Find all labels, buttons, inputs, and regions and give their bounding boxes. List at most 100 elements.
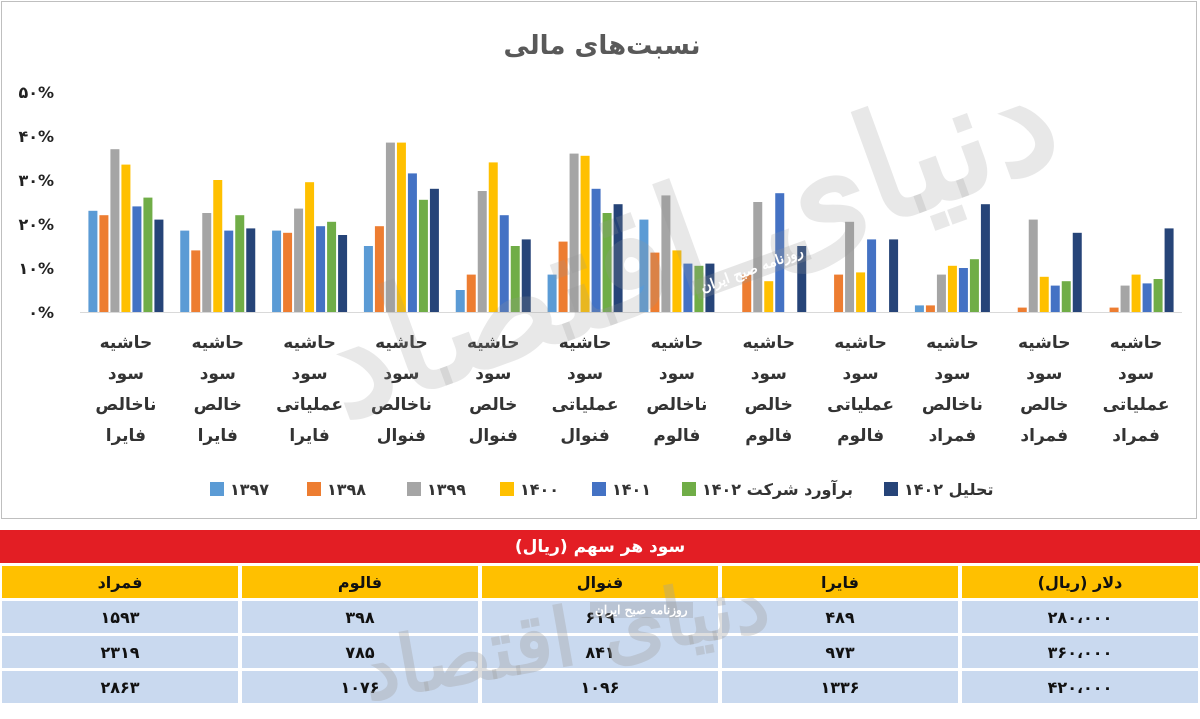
x-category-label: حاشیه سود خالص فنوال <box>467 333 520 446</box>
bar <box>305 182 315 312</box>
bar <box>191 250 201 312</box>
table-header-row: دلار (ریال) فایرا فنوال فالوم فمراد <box>0 566 1200 598</box>
legend-label: ۱۳۹۸ <box>327 480 366 499</box>
header-cell: دلار (ریال) <box>962 566 1198 598</box>
x-axis-labels: حاشیه سود ناخالص فایرا حاشیه سود خالص فایرا حاشی… <box>95 333 1169 446</box>
bar <box>569 153 579 312</box>
bar <box>213 180 223 312</box>
legend-swatch <box>884 482 898 496</box>
bar <box>488 162 498 312</box>
bar <box>1153 279 1163 312</box>
bar <box>845 221 855 312</box>
bar <box>224 230 234 312</box>
legend-swatch <box>592 482 606 496</box>
bar <box>235 215 245 312</box>
table-row: ۲۸۰،۰۰۰ ۴۸۹ ۶۱۹ ۳۹۸ ۱۵۹۳ <box>0 601 1200 633</box>
table-cell: ۲۸۶۳ <box>2 671 238 703</box>
table-cell: ۳۶۰،۰۰۰ <box>962 636 1198 668</box>
bar <box>889 239 899 312</box>
bar <box>705 263 715 312</box>
bars-group <box>88 142 1174 312</box>
table-cell: ۴۲۰،۰۰۰ <box>962 671 1198 703</box>
bar <box>466 274 476 312</box>
bar <box>856 272 866 312</box>
bar <box>88 210 98 312</box>
y-tick-label: ۰% <box>28 303 54 322</box>
legend: ۱۳۹۷ ۱۳۹۸ ۱۳۹۹ ۱۴۰۰ ۱۴۰۱ برآورد شرکت ۱۴۰۲ تحلی… <box>210 479 994 499</box>
bar <box>613 204 623 312</box>
bar <box>753 202 763 312</box>
bar <box>925 305 935 312</box>
bar <box>797 246 807 312</box>
bar <box>639 219 649 312</box>
bar <box>980 204 990 312</box>
bar <box>132 206 142 312</box>
bar <box>418 199 428 312</box>
bar <box>936 274 946 312</box>
x-category-label: حاشیه سود خالص فایرا <box>191 333 244 446</box>
bar <box>661 195 671 312</box>
x-category-label: حاشیه سود ناخالص فنوال <box>371 333 432 446</box>
x-category-label: حاشیه سود ناخالص فالوم <box>646 333 707 446</box>
y-tick-label: ۱۰% <box>18 259 54 278</box>
legend-swatch <box>407 482 421 496</box>
bar <box>99 215 109 312</box>
bar <box>180 230 190 312</box>
bar <box>694 265 704 312</box>
header-cell: فنوال <box>482 566 718 598</box>
bar <box>1120 285 1130 312</box>
table-cell: ۸۴۱ <box>482 636 718 668</box>
chart-panel: نسبت‌های مالی ۰% ۱۰% ۲۰% ۳۰% ۴۰% ۵۰% حاشیه سود… <box>1 1 1197 519</box>
table-cell: ۴۸۹ <box>722 601 958 633</box>
table-cell: ۱۰۷۶ <box>242 671 478 703</box>
bar <box>947 265 957 312</box>
bar <box>294 208 304 312</box>
legend-swatch <box>682 482 696 496</box>
x-category-label: حاشیه سود ناخالص فمراد <box>922 333 983 446</box>
bar <box>602 213 612 312</box>
bar <box>1061 281 1071 312</box>
bar <box>672 250 682 312</box>
bar <box>499 215 509 312</box>
bar <box>650 252 660 312</box>
bar <box>521 239 531 312</box>
table-cell: ۳۹۸ <box>242 601 478 633</box>
bar <box>143 197 153 312</box>
bar <box>316 226 326 312</box>
x-category-label: حاشیه سود عملیاتی فنوال <box>552 333 619 446</box>
x-category-label: حاشیه سود خالص فمراد <box>1018 333 1071 446</box>
legend-label: برآورد شرکت ۱۴۰۲ <box>702 479 853 499</box>
table-cell: ۱۵۹۳ <box>2 601 238 633</box>
bar <box>455 290 465 312</box>
bar <box>363 246 373 312</box>
table-cell: ۲۳۱۹ <box>2 636 238 668</box>
legend-label: تحلیل ۱۴۰۲ <box>904 480 994 499</box>
table-cell: ۱۳۳۶ <box>722 671 958 703</box>
chart-svg: نسبت‌های مالی ۰% ۱۰% ۲۰% ۳۰% ۴۰% ۵۰% حاشیه سود… <box>18 31 1182 499</box>
bar <box>154 219 164 312</box>
x-category-label: حاشیه سود عملیاتی فمراد <box>1103 333 1170 446</box>
bar <box>429 188 439 312</box>
x-category-label: حاشیه سود خالص فالوم <box>742 333 795 446</box>
bar <box>914 305 924 312</box>
bar <box>742 274 752 312</box>
header-cell: فمراد <box>2 566 238 598</box>
bar <box>867 239 877 312</box>
bar <box>1142 283 1152 312</box>
bar <box>1028 219 1038 312</box>
x-category-label: حاشیه سود عملیاتی فالوم <box>827 333 894 446</box>
bar <box>958 268 968 312</box>
bar <box>477 191 487 312</box>
header-cell: فایرا <box>722 566 958 598</box>
bar <box>775 193 785 312</box>
bar <box>969 259 979 312</box>
bar <box>338 235 348 312</box>
bar <box>1039 276 1049 312</box>
bar <box>110 149 120 312</box>
bar <box>558 241 568 312</box>
bar <box>683 263 693 312</box>
bar <box>1017 307 1027 312</box>
y-tick-label: ۳۰% <box>18 171 54 190</box>
bar <box>407 173 417 312</box>
bar <box>283 232 293 312</box>
